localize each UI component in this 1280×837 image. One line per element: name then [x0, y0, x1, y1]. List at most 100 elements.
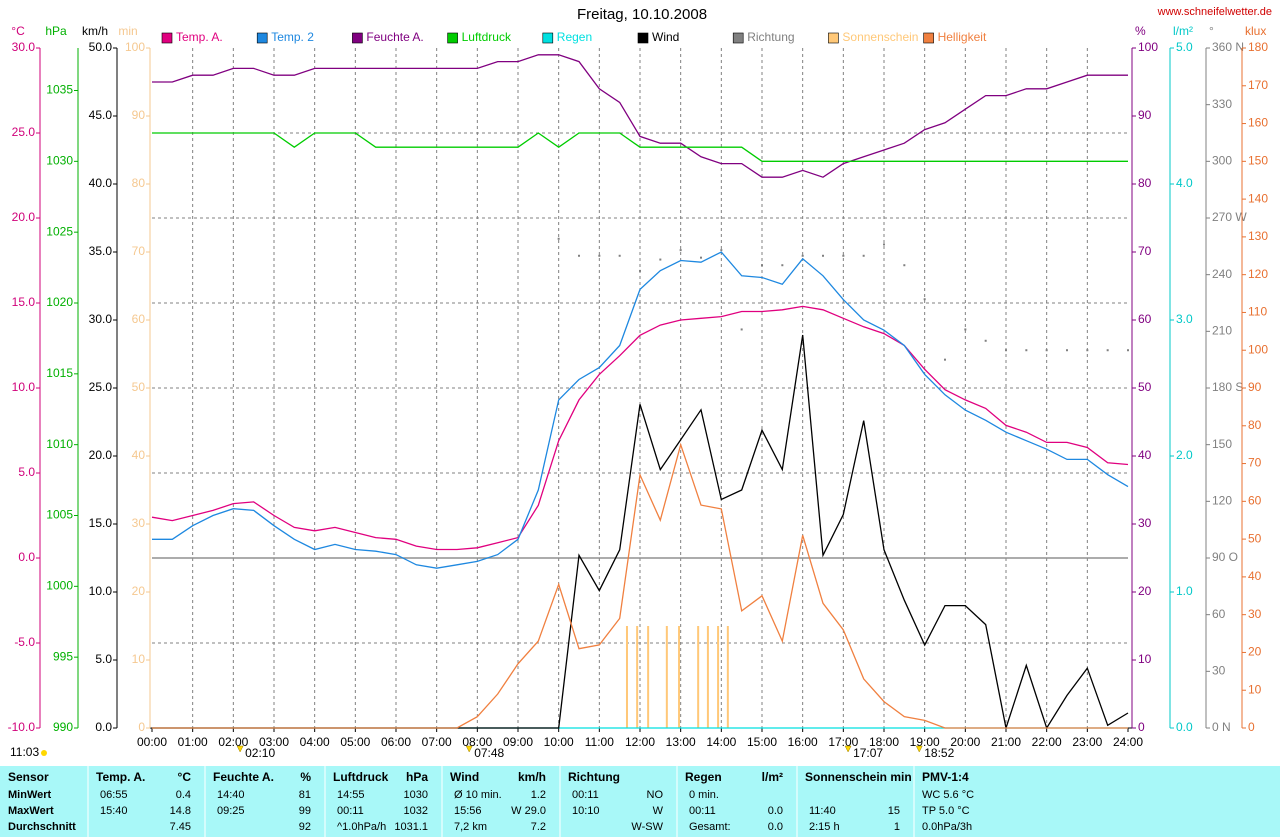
table-header: Wind — [450, 770, 479, 784]
table-cell: 14:40 — [217, 789, 245, 801]
series-line — [151, 305, 1129, 551]
table-cell: 15:56 — [454, 805, 482, 817]
table-cell: 1030 — [404, 789, 428, 801]
table-cell: 1.2 — [531, 789, 546, 801]
direction-dot — [1025, 349, 1028, 352]
series-line — [152, 442, 1128, 729]
table-cell: 00:11 — [689, 805, 716, 817]
legend-swatch — [256, 32, 268, 44]
table-cell: W-SW — [631, 821, 663, 833]
direction-dot — [923, 298, 926, 301]
legend-swatch — [447, 32, 458, 44]
y-tick-label: 1035 — [46, 83, 73, 97]
table-cell: 81 — [299, 789, 311, 801]
table-cell: 00:11 — [337, 805, 364, 817]
legend-label: Helligkeit — [938, 30, 987, 44]
y-tick-label: 90 — [1138, 108, 1152, 122]
table-header: Richtung — [568, 770, 620, 784]
y-tick-label: 30.0 — [89, 312, 113, 326]
y-tick-label: 100 — [1138, 40, 1158, 54]
table-cell: 14:55 — [337, 789, 365, 801]
direction-dot — [822, 254, 824, 257]
table-cell: 7.2 — [531, 821, 546, 833]
direction-dot — [740, 328, 743, 331]
y-tick-label: 20 — [132, 584, 146, 598]
direction-dot — [557, 237, 560, 240]
annotation: 18:52 — [924, 746, 954, 760]
legend-swatch — [637, 32, 649, 44]
table-header: Regen — [685, 770, 722, 784]
y-tick-label: 30 — [1138, 516, 1152, 530]
y-tick-label: 15.0 — [89, 516, 113, 530]
table-cell: 09:25 — [217, 805, 245, 817]
y-tick-label: 40 — [1248, 569, 1262, 583]
x-tick-label: 18:00 — [869, 735, 899, 749]
y-tick-label: 0.0 — [95, 720, 112, 734]
y-tick-label: 5.0 — [18, 465, 35, 479]
table-unit: l/m² — [762, 770, 783, 784]
y-tick-label: 40 — [1138, 448, 1152, 462]
direction-dot — [1045, 349, 1048, 352]
x-tick-label: 12:00 — [625, 735, 655, 749]
table-cell: TP 5.0 °C — [922, 805, 970, 817]
x-tick-label: 23:00 — [1072, 735, 1102, 749]
y-tick-label: 10.0 — [12, 380, 36, 394]
source-url: www.schneifelwetter.de — [1157, 6, 1272, 18]
y-tick-label: 110 — [1248, 305, 1267, 319]
table-cell: 0 min. — [689, 789, 719, 801]
axis-title: klux — [1245, 24, 1266, 38]
y-tick-label: 100 — [125, 40, 145, 54]
y-tick-label: 30 — [1248, 607, 1262, 621]
legend-label: Richtung — [747, 30, 794, 44]
axis-title: min — [118, 24, 137, 38]
y-tick-label: 10 — [1248, 682, 1262, 696]
y-tick-label: 60 — [1212, 607, 1226, 621]
table-header: Luftdruck — [333, 770, 389, 784]
table-cell: 99 — [299, 805, 311, 817]
annotation: 17:07 — [853, 746, 883, 760]
table-cell: 1031.1 — [394, 821, 428, 833]
y-tick-label: 10.0 — [89, 584, 113, 598]
y-tick-label: 40.0 — [89, 176, 113, 190]
y-tick-label: 100 — [1248, 342, 1268, 356]
y-tick-label: 50 — [132, 380, 146, 394]
y-tick-label: 1015 — [46, 366, 73, 380]
table-cell: 0.4 — [176, 789, 191, 801]
table-unit: °C — [178, 770, 192, 784]
legend-label: Temp. 2 — [271, 30, 314, 44]
y-tick-label: 300 — [1212, 154, 1232, 168]
direction-dot — [801, 254, 804, 257]
y-tick-label: 270 W — [1212, 210, 1247, 224]
annotation: 02:10 — [245, 746, 275, 760]
y-tick-label: 90 — [1248, 380, 1262, 394]
y-tick-label: 130 — [1248, 229, 1268, 243]
axis-title: °C — [11, 24, 25, 38]
y-tick-label: 80 — [132, 176, 146, 190]
y-tick-label: 120 — [1212, 494, 1232, 508]
y-tick-label: 330 — [1212, 97, 1232, 111]
sun-marker — [844, 745, 852, 753]
table-cell: 0.0hPa/3h — [922, 821, 972, 833]
y-tick-label: 50 — [1138, 380, 1152, 394]
y-tick-label: 25.0 — [89, 380, 113, 394]
table-cell: 10:10 — [572, 805, 600, 817]
y-tick-label: 60 — [1248, 494, 1262, 508]
table-cell: 7.45 — [170, 821, 191, 833]
table-cell: 92 — [299, 821, 311, 833]
x-tick-label: 07:00 — [422, 735, 452, 749]
legend-swatch — [732, 32, 744, 44]
direction-dot — [964, 328, 967, 331]
direction-dot — [578, 254, 580, 257]
direction-dot — [1005, 349, 1007, 352]
table-cell: 1032 — [404, 805, 428, 817]
legend-label: Sonnenschein — [842, 30, 918, 44]
direction-dot — [679, 249, 682, 252]
x-tick-label: 21:00 — [991, 735, 1021, 749]
x-tick-label: 02:00 — [218, 735, 248, 749]
x-tick-label: 20:00 — [950, 735, 980, 749]
direction-dot — [903, 264, 906, 267]
series-line — [152, 251, 1129, 569]
y-tick-label: 70 — [1138, 244, 1152, 258]
direction-dot — [842, 254, 845, 257]
